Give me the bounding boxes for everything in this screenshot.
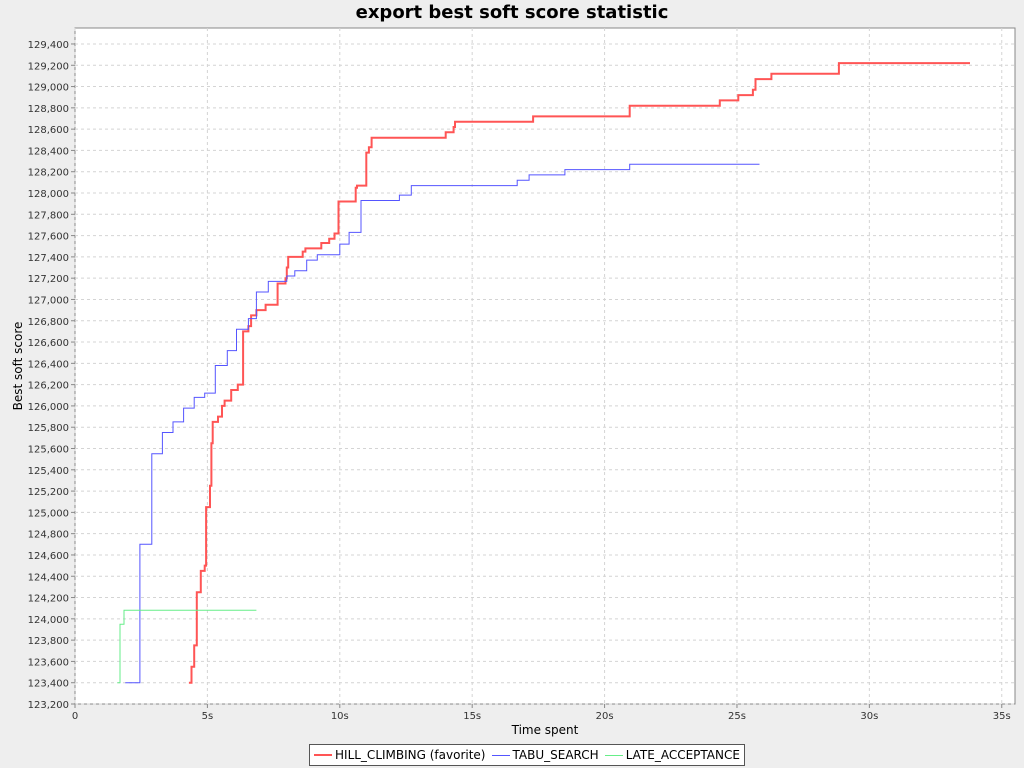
plot-area bbox=[74, 27, 1016, 705]
y-tick-label: 127,000 bbox=[28, 295, 69, 306]
y-tick-label: 125,600 bbox=[28, 445, 69, 456]
y-tick-label: 125,800 bbox=[28, 423, 69, 434]
y-tick-label: 127,800 bbox=[28, 210, 69, 221]
y-tick-label: 124,400 bbox=[28, 572, 69, 583]
legend-item: LATE_ACCEPTANCE bbox=[604, 748, 740, 762]
y-tick-label: 128,800 bbox=[28, 104, 69, 115]
legend-label: LATE_ACCEPTANCE bbox=[625, 748, 740, 762]
legend: HILL_CLIMBING (favorite) TABU_SEARCH LATE_… bbox=[309, 744, 745, 766]
y-tick-label: 124,800 bbox=[28, 530, 69, 541]
y-tick-label: 124,200 bbox=[28, 594, 69, 605]
y-tick-label: 126,400 bbox=[28, 359, 69, 370]
legend-swatch bbox=[491, 754, 510, 756]
chart-title: export best soft score statistic bbox=[355, 2, 669, 23]
y-tick-label: 125,200 bbox=[28, 487, 69, 498]
y-tick-label: 126,800 bbox=[28, 317, 69, 328]
series-line-hill-climbing bbox=[188, 62, 970, 684]
y-tick-label: 126,600 bbox=[28, 338, 69, 349]
x-tick-label: 0 bbox=[72, 711, 78, 722]
x-tick-label: 30s bbox=[860, 711, 878, 722]
y-tick-label: 125,000 bbox=[28, 508, 69, 519]
y-tick-label: 123,600 bbox=[28, 657, 69, 668]
x-tick-label: 10s bbox=[331, 711, 349, 722]
series-line-tabu-search bbox=[125, 163, 760, 684]
legend-item: HILL_CLIMBING (favorite) bbox=[314, 748, 486, 762]
y-tick-label: 127,400 bbox=[28, 253, 69, 264]
y-tick-label: 128,000 bbox=[28, 189, 69, 200]
y-tick-label: 124,600 bbox=[28, 551, 69, 562]
x-tick-label: 20s bbox=[596, 711, 614, 722]
y-tick-label: 123,400 bbox=[28, 679, 69, 690]
grid bbox=[74, 28, 1015, 705]
legend-item: TABU_SEARCH bbox=[491, 748, 599, 762]
y-tick-label: 126,200 bbox=[28, 381, 69, 392]
y-tick-label: 124,000 bbox=[28, 615, 69, 626]
y-tick-label: 129,400 bbox=[28, 40, 69, 51]
axes: 123,200 123,400 123,600 123,800 124,000 124,2… bbox=[28, 40, 1011, 722]
y-tick-label: 126,000 bbox=[28, 402, 69, 413]
legend-swatch bbox=[314, 754, 332, 756]
x-tick-label: 25s bbox=[728, 711, 746, 722]
y-tick-label: 129,200 bbox=[28, 61, 69, 72]
x-axis-label: Time spent bbox=[511, 723, 579, 737]
y-tick-label: 128,600 bbox=[28, 125, 69, 136]
y-tick-label: 128,200 bbox=[28, 168, 69, 179]
x-tick-label: 35s bbox=[993, 711, 1011, 722]
legend-label: HILL_CLIMBING (favorite) bbox=[335, 748, 486, 762]
y-tick-label: 123,200 bbox=[28, 700, 69, 711]
x-tick-label: 15s bbox=[463, 711, 481, 722]
legend-swatch bbox=[604, 754, 623, 756]
legend-label: TABU_SEARCH bbox=[512, 748, 599, 762]
y-tick-label: 129,000 bbox=[28, 83, 69, 94]
y-tick-label: 128,400 bbox=[28, 146, 69, 157]
y-tick-label: 123,800 bbox=[28, 636, 69, 647]
x-tick-label: 5s bbox=[202, 711, 214, 722]
y-tick-label: 127,200 bbox=[28, 274, 69, 285]
y-axis-label: Best soft score bbox=[11, 322, 25, 411]
y-tick-label: 125,400 bbox=[28, 466, 69, 477]
series-line-late-acceptance bbox=[117, 609, 257, 684]
series bbox=[117, 62, 970, 684]
y-tick-label: 127,600 bbox=[28, 232, 69, 243]
